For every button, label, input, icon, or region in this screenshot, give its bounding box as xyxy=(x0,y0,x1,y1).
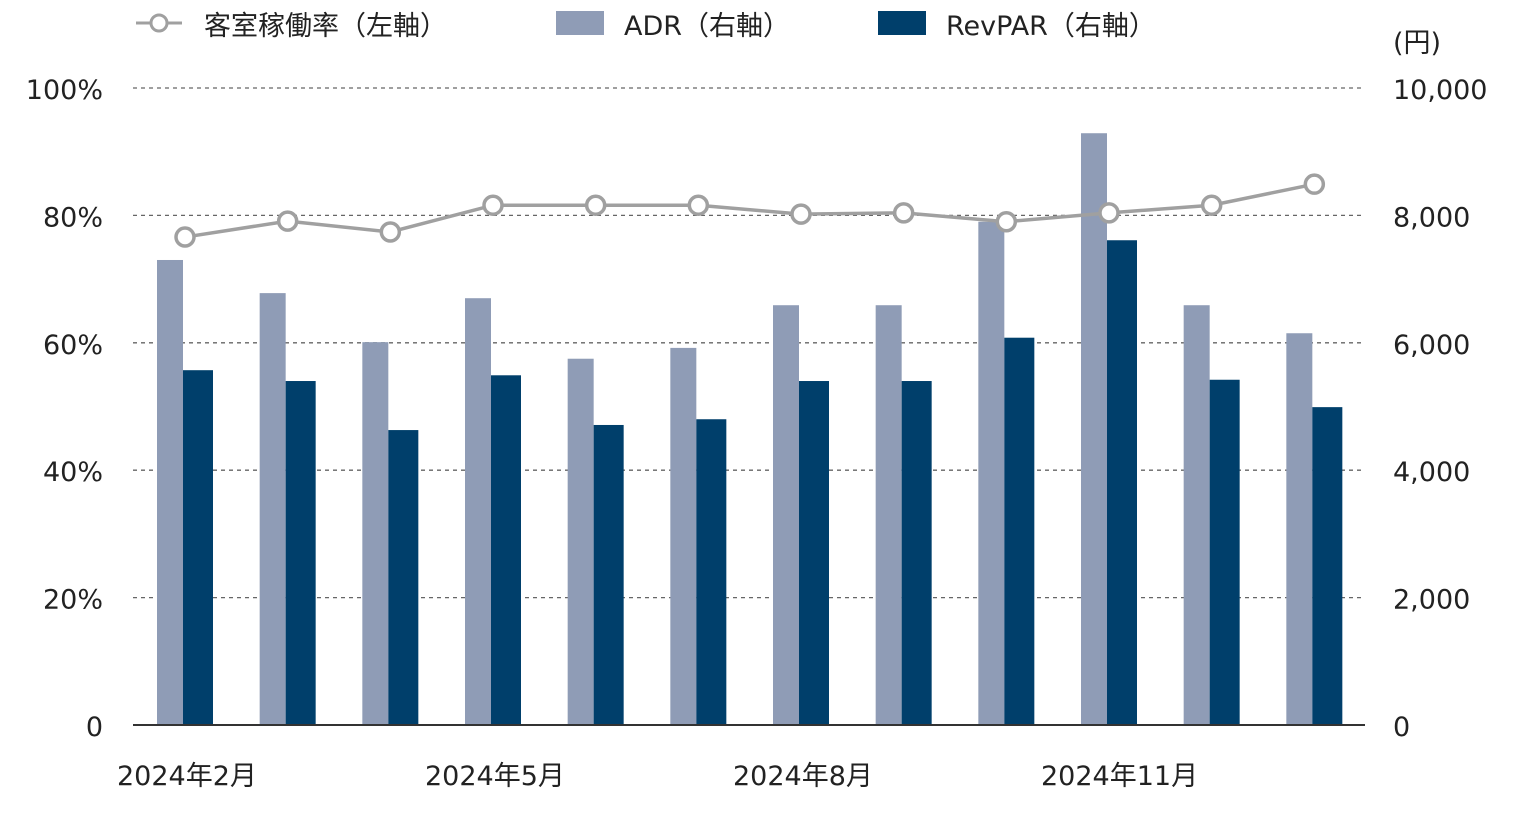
adr-bar xyxy=(978,221,1005,725)
occupancy-point xyxy=(687,194,710,216)
left-tick-label: 20% xyxy=(43,585,103,616)
left-tick-label: 0 xyxy=(86,712,103,743)
adr-bar xyxy=(1183,305,1210,725)
x-tick-label: 2024年11月 xyxy=(1041,761,1198,792)
right-tick-label: 2,000 xyxy=(1393,585,1470,616)
revpar-bar xyxy=(183,370,213,725)
revpar-bar xyxy=(1107,240,1137,726)
right-tick-label: 6,000 xyxy=(1393,330,1470,361)
legend-revpar-swatch xyxy=(878,11,926,35)
right-tick-label: 8,000 xyxy=(1393,202,1470,233)
occupancy-line xyxy=(184,182,1315,239)
adr-bar xyxy=(157,259,183,725)
right-tick-label: 4,000 xyxy=(1393,457,1470,488)
right-tick-label: 0 xyxy=(1393,712,1410,743)
revpar-bar xyxy=(799,381,829,725)
occupancy-point xyxy=(892,202,915,224)
legend-circle-marker xyxy=(149,13,169,33)
occupancy-point xyxy=(995,211,1018,233)
adr-bar xyxy=(1081,133,1107,726)
revpar-bar xyxy=(901,381,932,725)
adr-bar xyxy=(1286,333,1313,725)
occupancy-point xyxy=(584,194,607,216)
adr-bar xyxy=(670,347,697,725)
legend-adr: ADR（右軸） xyxy=(624,11,790,42)
occupancy-point xyxy=(379,221,402,243)
occupancy-point xyxy=(790,203,812,225)
adr-bar xyxy=(567,358,594,725)
legend-occupancy: 客室稼働率（左軸） xyxy=(204,11,447,42)
adr-bar xyxy=(362,342,389,725)
occupancy-point xyxy=(482,194,504,216)
right-axis-unit: (円) xyxy=(1393,28,1441,59)
revpar-bar xyxy=(593,424,624,725)
adr-bar xyxy=(259,293,286,725)
revpar-bar xyxy=(1312,407,1343,725)
revpar-bar xyxy=(1209,379,1240,725)
occupancy-point xyxy=(174,226,196,248)
occupancy-point xyxy=(1303,173,1326,195)
revpar-bar xyxy=(285,381,316,725)
adr-bar xyxy=(465,298,491,725)
revpar-bar xyxy=(696,419,727,725)
adr-bar xyxy=(875,305,902,725)
revpar-bar xyxy=(1004,337,1035,725)
revpar-bar xyxy=(388,430,419,725)
x-tick-label: 2024年5月 xyxy=(425,761,565,792)
left-tick-label: 100% xyxy=(26,75,103,106)
occupancy-point xyxy=(276,210,299,232)
occupancy-point xyxy=(1098,202,1120,224)
left-tick-label: 60% xyxy=(43,330,103,361)
occupancy-point xyxy=(1200,194,1223,216)
legend-adr-swatch xyxy=(556,11,604,35)
x-tick-label: 2024年8月 xyxy=(733,761,873,792)
left-tick-label: 80% xyxy=(43,202,103,233)
x-tick-label: 2024年2月 xyxy=(117,761,257,792)
legend-revpar: RevPAR（右軸） xyxy=(946,11,1156,42)
adr-bar xyxy=(773,305,799,725)
right-tick-label: 10,000 xyxy=(1393,75,1487,106)
revpar-bar xyxy=(491,375,521,725)
left-tick-label: 40% xyxy=(43,457,103,488)
